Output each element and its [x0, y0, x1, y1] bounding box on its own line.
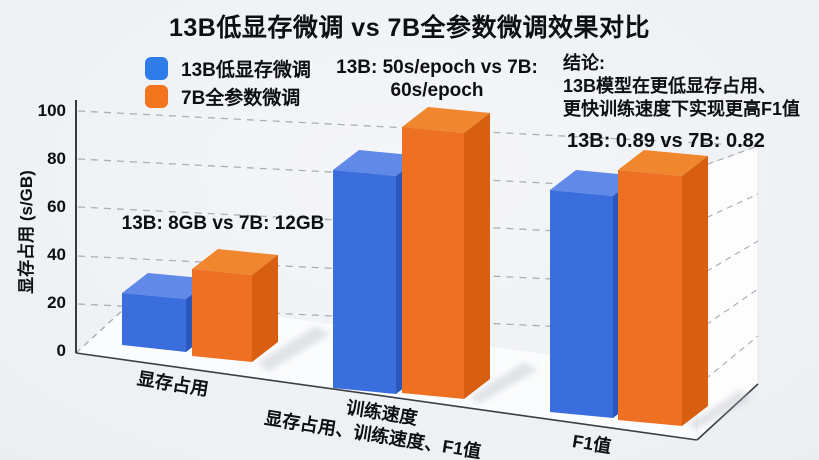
conclusion-heading: 结论:	[563, 53, 605, 73]
bar-f1-7b-side	[682, 156, 708, 426]
legend: 13B低显存微调 7B全参数微调	[145, 56, 311, 109]
bar-speed-13b-front	[333, 170, 396, 394]
bar-memory-7b-front	[192, 269, 252, 362]
bar-speed-13b-top	[333, 150, 422, 176]
bar-f1-7b-front	[618, 170, 682, 426]
y-tick-80: 80	[47, 149, 66, 168]
bar-speed-7b-top	[402, 107, 490, 133]
y-axis-label: 显存占用 (s/GB)	[17, 170, 36, 294]
y-tick-60: 60	[47, 197, 66, 216]
legend-label-7b: 7B全参数微调	[181, 87, 301, 109]
legend-item-7b: 7B全参数微调	[145, 84, 311, 109]
floor-front-edge	[75, 352, 698, 441]
bar-f1-13b-top	[550, 170, 639, 196]
bar-f1-7b-top	[618, 150, 708, 176]
annotation-speed-line1: 13B: 50s/epoch vs 7B:	[336, 57, 538, 78]
shadow-memory	[258, 326, 330, 372]
bar-f1-7b	[618, 150, 708, 426]
y-tick-40: 40	[47, 245, 66, 264]
chart-title: 13B低显存微调 vs 7B全参数微调效果对比	[168, 14, 651, 42]
legend-swatch-orange	[145, 84, 168, 108]
bar-memory-13b-front	[122, 293, 186, 352]
conclusion-line2: 更快训练速度下实现更高F1值	[563, 99, 801, 119]
y-tick-20: 20	[47, 293, 66, 312]
annotation-conclusion: 结论: 13B模型在更低显存占用、 更快训练速度下实现更高F1值	[563, 52, 800, 121]
bar-speed-7b-side	[464, 113, 490, 399]
bar-memory-7b-top	[192, 249, 278, 275]
legend-swatch-blue	[145, 56, 168, 80]
bar-memory-7b	[192, 249, 278, 362]
bar-speed-7b	[402, 107, 490, 399]
y-tick-0: 0	[56, 341, 66, 360]
annotation-speed-line2: 60s/epoch	[390, 80, 484, 101]
annotation-memory: 13B: 8GB vs 7B: 12GB	[121, 213, 325, 234]
y-tick-100: 100	[37, 101, 66, 120]
bar-shadows	[258, 326, 752, 430]
bar-memory-7b-side	[252, 255, 278, 362]
bar-speed-7b-front	[402, 127, 464, 399]
shadow-f1	[688, 390, 752, 430]
shadow-speed	[470, 362, 538, 404]
annotation-f1: 13B: 0.89 vs 7B: 0.82	[567, 130, 765, 152]
legend-item-13b: 13B低显存微调	[145, 56, 311, 81]
conclusion-line1: 13B模型在更低显存占用、	[563, 76, 777, 96]
annotation-speed: 13B: 50s/epoch vs 7B: 60s/epoch	[332, 56, 542, 102]
bar-f1-13b-front	[550, 190, 613, 418]
bar-memory-13b-top	[122, 273, 212, 299]
legend-label-13b: 13B低显存微调	[181, 59, 311, 81]
